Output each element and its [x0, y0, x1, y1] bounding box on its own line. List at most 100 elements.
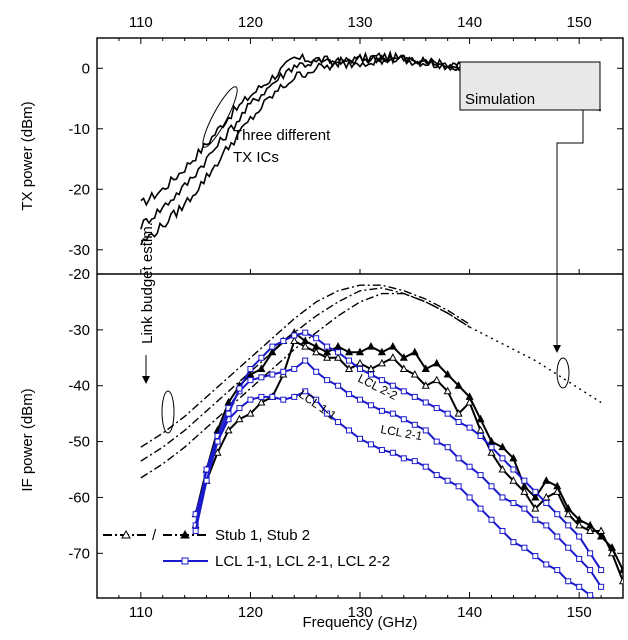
if-power-point: [291, 332, 298, 339]
link-budget-label: Link budget estim.: [139, 222, 156, 344]
simulation-box: [459, 61, 601, 111]
tx-ics-annotation: Three different TX ICs: [202, 86, 331, 166]
if-power-point: [345, 347, 354, 356]
if-power-point: [378, 446, 385, 453]
if-power-point: [433, 405, 440, 412]
x-tick-label-bottom: 140: [457, 604, 482, 621]
if-power-point: [564, 504, 573, 512]
if-power-point: [280, 338, 287, 345]
if-power-point: [301, 342, 310, 350]
simulation-ellipse: [556, 357, 570, 389]
legend-stub-entry: / Stub 1, Stub 2: [103, 527, 310, 544]
if-power-point: [355, 347, 365, 356]
if-power-point: [258, 374, 265, 381]
tx-ics-label-line2: TX ICs: [233, 149, 279, 166]
lcl-1-1-label: LCL 1-1: [296, 387, 339, 423]
legend-lcl-marker: [181, 557, 189, 565]
y-tick-label-bottom: -70: [68, 545, 90, 562]
if-power-point: [422, 463, 429, 470]
if-power-point: [247, 365, 254, 372]
if-power-point: [203, 477, 210, 484]
if-power-point: [269, 371, 276, 378]
tx-ics-ellipse: [202, 86, 238, 148]
if-power-point: [225, 410, 232, 417]
if-power-point: [554, 567, 561, 574]
if-power-point: [366, 342, 375, 350]
if-power-point: [246, 369, 255, 378]
if-power-point: [532, 553, 539, 560]
if-power-point: [422, 399, 429, 406]
x-tick-label-top: 140: [457, 14, 482, 31]
bottom-panel-curves: [140, 284, 623, 606]
if-power-point: [576, 583, 583, 590]
if-power-point: [455, 419, 462, 426]
if-power-point: [598, 567, 605, 574]
if-power-point: [214, 438, 221, 445]
if-power-point: [324, 377, 331, 384]
if-power-point: [324, 343, 331, 350]
if-power-point: [246, 409, 255, 417]
ticks-layer: 110 120 130 140 150 110 120 130 140 150 0 -10 -20 -30…: [68, 14, 624, 621]
legend-lcl-entry: LCL 1-1, LCL 2-1, LCL 2-2: [163, 553, 390, 570]
if-power-point: [302, 357, 309, 364]
if-power-point: [280, 396, 287, 403]
if-power-point: [454, 409, 463, 417]
if-power-point: [236, 385, 243, 392]
tx-power-line-2: [140, 53, 470, 230]
if-power-point: [355, 358, 365, 367]
if-power-point: [378, 407, 385, 414]
if-power-point: [323, 347, 332, 356]
if-power-point: [357, 365, 363, 372]
if-power-line-1: [194, 339, 623, 582]
legend-stub-marker-open: [121, 529, 131, 539]
if-power-point: [598, 583, 605, 590]
if-power-point: [313, 335, 320, 342]
x-tick-label-bottom: 110: [129, 604, 153, 621]
tx-ics-label-line1: Three different: [233, 127, 331, 144]
if-power-point: [367, 371, 374, 378]
if-power-point: [377, 358, 386, 367]
if-power-point: [269, 393, 276, 400]
if-power-point: [575, 520, 584, 529]
if-power-point: [444, 410, 451, 417]
if-power-point: [586, 526, 595, 534]
if-power-point: [565, 578, 572, 585]
if-power-point: [532, 488, 539, 495]
if-power-point: [587, 592, 594, 598]
if-power-point: [389, 382, 396, 389]
if-power-point: [258, 393, 265, 400]
if-power-point: [543, 561, 550, 568]
if-power-point: [345, 364, 354, 372]
if-power-point: [487, 437, 496, 445]
if-power-point: [389, 410, 396, 417]
if-power-point: [269, 343, 276, 350]
if-power-point: [291, 365, 298, 372]
if-power-point: [618, 576, 623, 585]
x-tick-label-top: 150: [567, 14, 592, 31]
y-tick-label-top: -10: [68, 121, 90, 138]
if-power-point: [432, 358, 441, 367]
if-power-point: [553, 481, 562, 490]
if-power-point: [477, 505, 484, 512]
y-tick-label-bottom: -30: [68, 322, 90, 339]
if-power-point: [346, 391, 353, 398]
if-power-point: [323, 353, 332, 361]
y-tick-label-bottom: -50: [68, 434, 90, 451]
if-power-point: [334, 342, 343, 350]
legend-stub-label: Stub 1, Stub 2: [215, 527, 310, 544]
if-power-point: [455, 455, 462, 462]
if-power-point: [543, 500, 550, 507]
if-power-point: [443, 369, 452, 378]
if-power-point: [599, 601, 604, 606]
if-power-point: [410, 347, 419, 356]
if-power-point: [488, 444, 495, 451]
if-power-point: [247, 377, 254, 384]
if-power-point: [521, 505, 528, 512]
if-power-point: [388, 342, 397, 350]
if-power-point: [520, 481, 529, 490]
if-power-point: [399, 353, 408, 361]
if-power-point: [335, 382, 342, 389]
bottom-panel-ylabel: IF power (dBm): [19, 388, 36, 491]
if-power-point: [236, 405, 243, 412]
plot-frame: [96, 37, 624, 599]
